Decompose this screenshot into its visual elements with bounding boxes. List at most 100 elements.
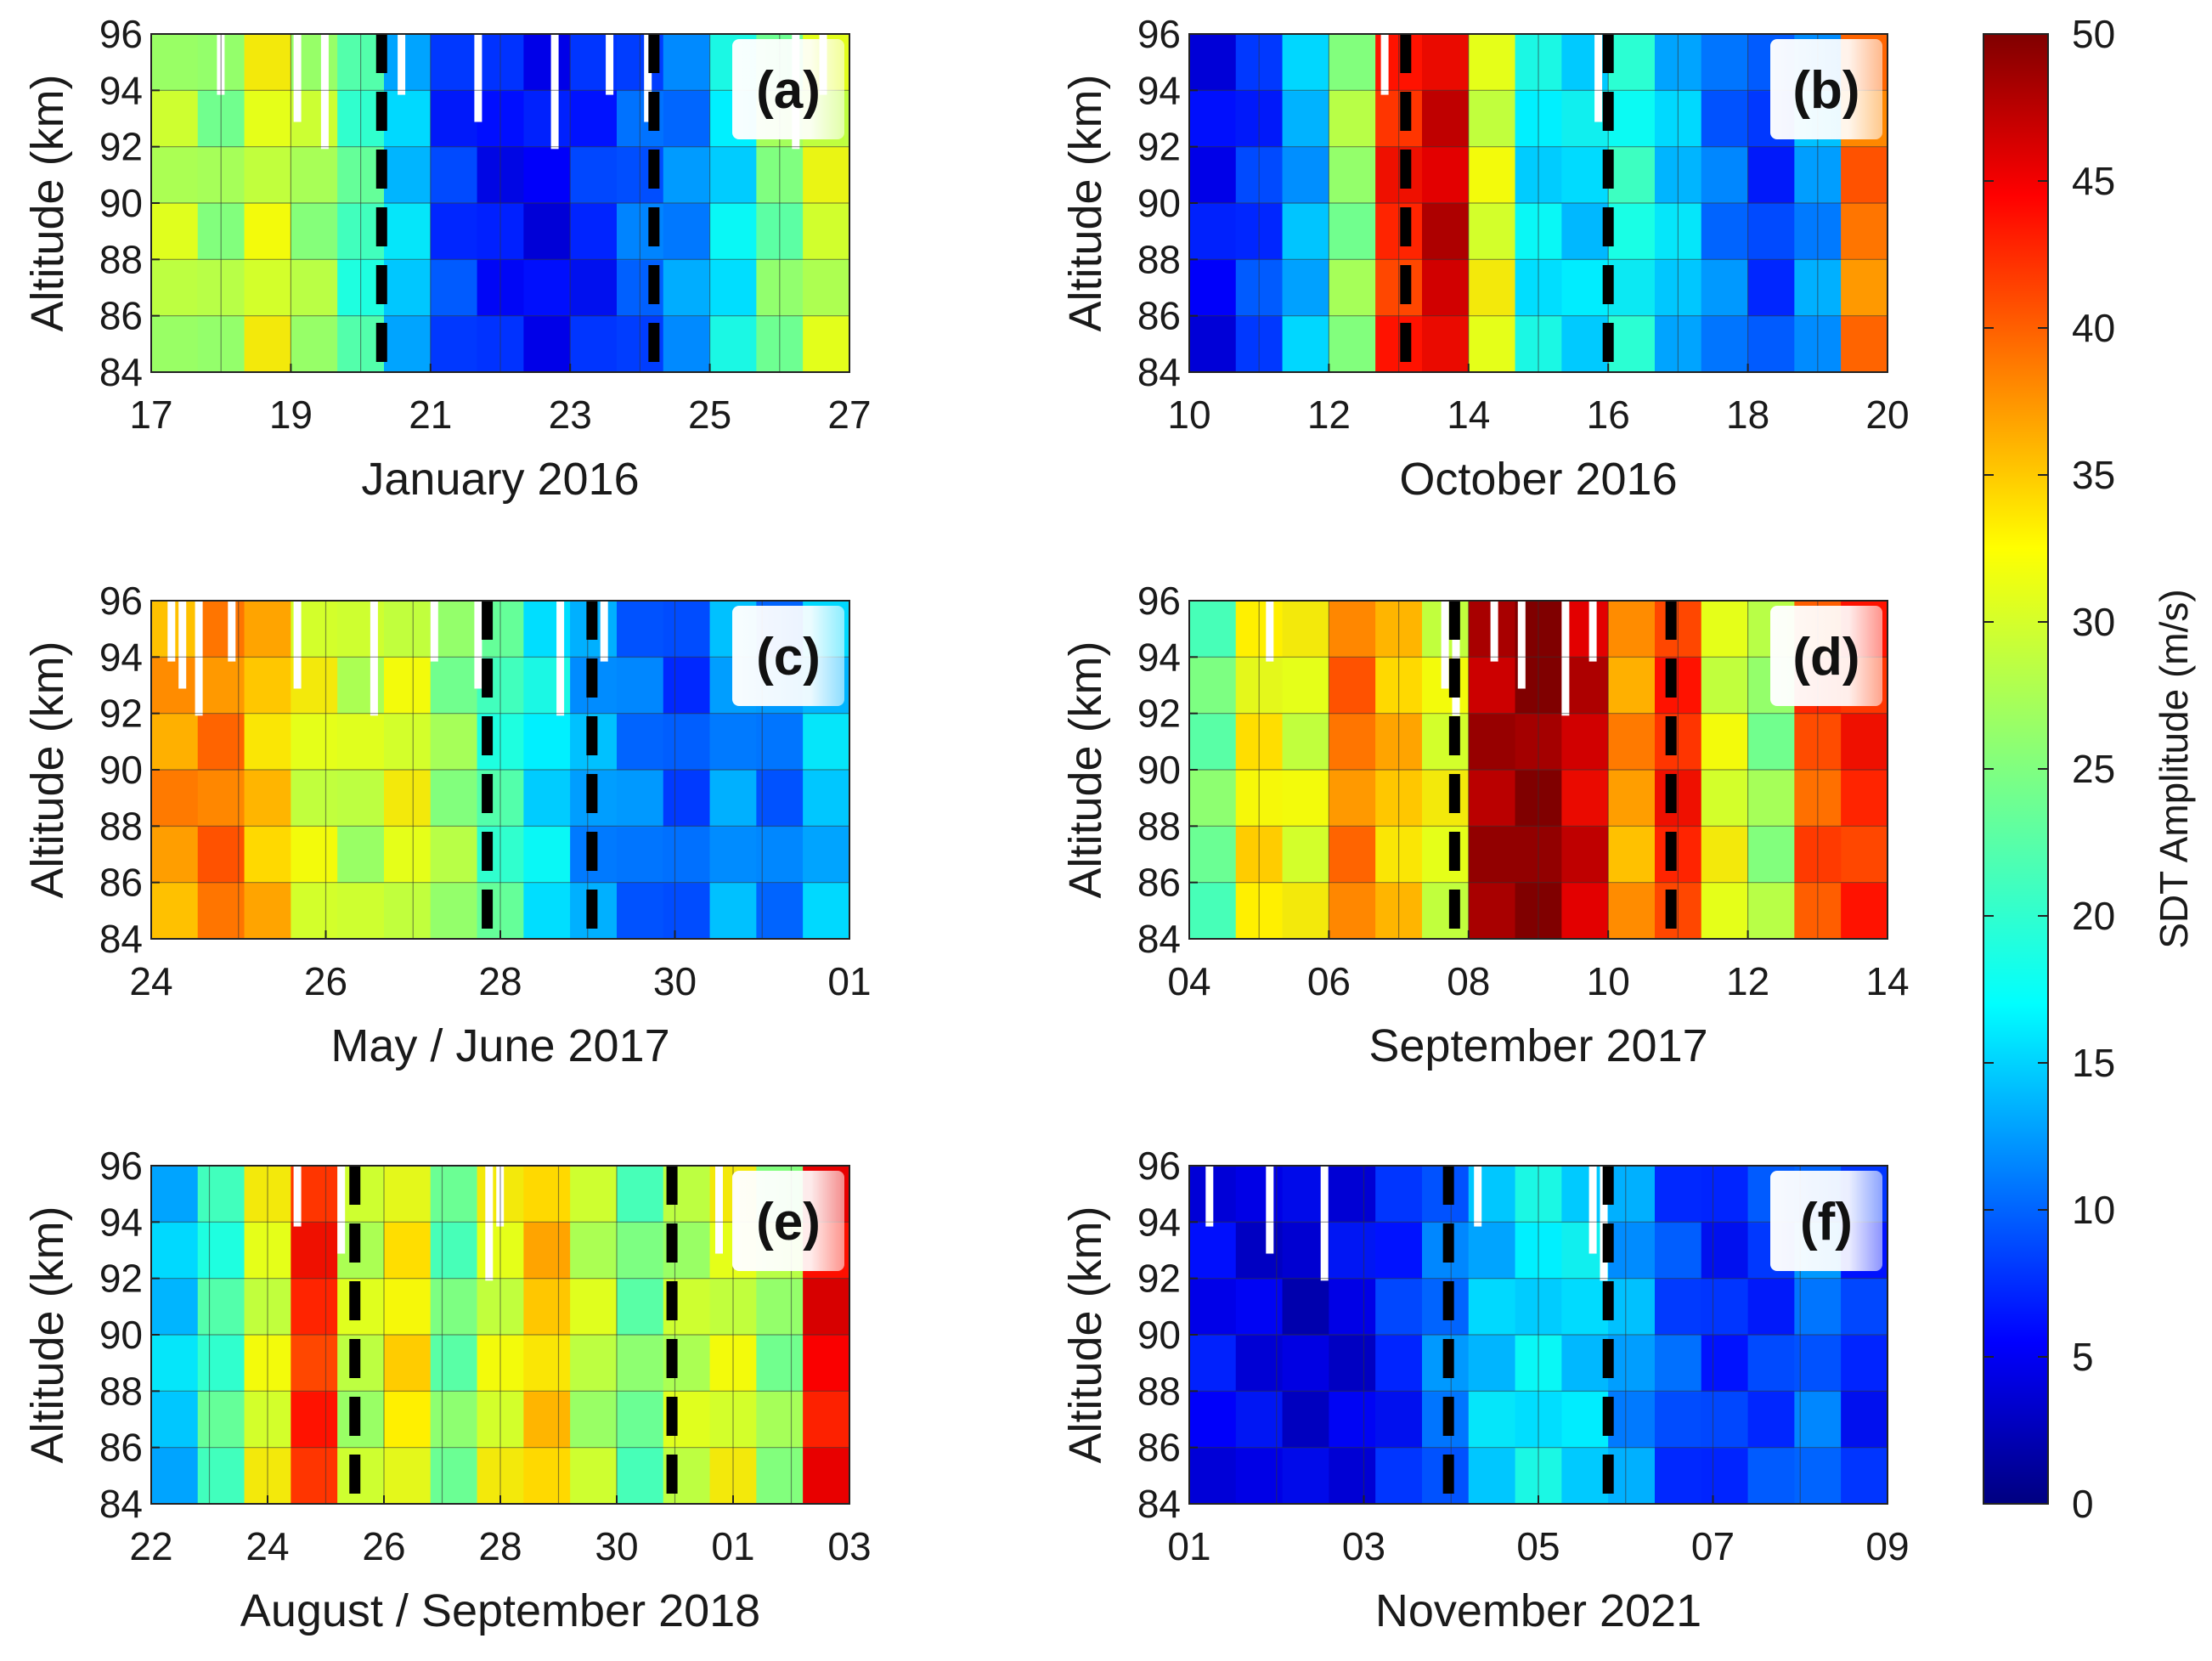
heatmap-cell — [523, 770, 572, 828]
heatmap-cell — [1655, 1222, 1702, 1280]
heatmap-cell — [1561, 882, 1610, 940]
heatmap-cell — [1282, 203, 1330, 261]
heatmap-cell — [1841, 1447, 1888, 1505]
heatmap-cell — [1189, 1335, 1237, 1393]
x-tick-label: 10 — [1587, 959, 1630, 1003]
missing-data-gap — [556, 601, 565, 716]
heatmap-cell — [244, 826, 292, 884]
y-tick-label: 92 — [99, 692, 143, 736]
heatmap-cell — [1329, 657, 1377, 715]
heatmap-cell — [1282, 713, 1330, 771]
y-tick-label: 96 — [99, 12, 143, 56]
heatmap-cell — [1189, 826, 1237, 884]
heatmap-cell — [151, 1447, 199, 1505]
heatmap-cell — [430, 713, 478, 771]
heatmap-cell — [337, 770, 385, 828]
missing-data-gap — [485, 1166, 494, 1281]
heatmap-cell — [1235, 1335, 1284, 1393]
heatmap-cell — [430, 882, 478, 940]
y-tick-label: 96 — [99, 579, 143, 623]
heatmap-cell — [523, 203, 572, 261]
missing-data-gap — [1594, 34, 1603, 122]
y-tick-label: 92 — [1137, 1257, 1181, 1301]
heatmap-cell — [756, 826, 804, 884]
heatmap-cell — [291, 1222, 339, 1280]
heatmap-cell — [430, 770, 478, 828]
y-tick-label: 88 — [1137, 1369, 1181, 1413]
heatmap-cell — [1422, 770, 1470, 828]
heatmap-cell — [1701, 882, 1749, 940]
y-tick-label: 94 — [1137, 68, 1181, 112]
y-tick-label: 84 — [99, 917, 143, 961]
heatmap-cell — [1235, 1391, 1284, 1449]
heatmap-cell — [197, 826, 245, 884]
x-tick-label: 17 — [129, 393, 172, 437]
heatmap-cell — [1794, 1278, 1842, 1336]
colorbar-tick-label: 20 — [2072, 894, 2115, 938]
heatmap-cell — [1282, 90, 1330, 148]
y-tick-label: 92 — [1137, 692, 1181, 736]
heatmap-cell — [663, 826, 711, 884]
heatmap-cell — [384, 1166, 432, 1223]
y-tick-label: 96 — [1137, 1144, 1181, 1188]
heatmap-cell — [430, 601, 478, 658]
heatmap-cell — [1282, 1335, 1330, 1393]
heatmap-cell — [803, 1335, 850, 1393]
colorbar-tick-label: 40 — [2072, 306, 2115, 350]
heatmap-cell — [709, 826, 758, 884]
heatmap-cell — [1329, 601, 1377, 658]
heatmap-cell — [1375, 1335, 1423, 1393]
heatmap-cell — [663, 203, 711, 261]
missing-data-gap — [715, 1166, 723, 1254]
heatmap-cell — [1329, 34, 1377, 92]
heatmap-cell — [1608, 1447, 1656, 1505]
x-tick-label: 16 — [1587, 393, 1630, 437]
heatmap-cell — [1235, 1447, 1284, 1505]
heatmap-cell — [151, 34, 199, 92]
heatmap-cell — [1189, 315, 1237, 373]
missing-data-gap — [1441, 601, 1449, 689]
heatmap-cell — [1747, 882, 1796, 940]
heatmap-cell — [523, 713, 572, 771]
heatmap-cell — [1841, 315, 1888, 373]
heatmap-cell — [523, 826, 572, 884]
y-tick-label: 84 — [1137, 350, 1181, 394]
heatmap-cell — [384, 1391, 432, 1449]
heatmap-cell — [1561, 146, 1610, 204]
heatmap-cell — [663, 601, 711, 658]
heatmap-cell — [1841, 1391, 1888, 1449]
heatmap-cell — [337, 882, 385, 940]
heatmap-cell — [291, 315, 339, 373]
y-tick-label: 92 — [99, 125, 143, 169]
heatmap-cell — [291, 770, 339, 828]
heatmap-cell — [1794, 1391, 1842, 1449]
heatmap-cell — [384, 770, 432, 828]
heatmap-cell — [430, 1278, 478, 1336]
heatmap-cell — [617, 882, 664, 940]
heatmap-cell — [197, 1335, 245, 1393]
panel-f: 84 86 88 90 92 94 96 01 03 05 07 09 November 2021 Alt… — [1060, 1144, 1910, 1636]
missing-data-gap — [293, 34, 302, 122]
heatmap-cell — [384, 146, 432, 204]
heatmap-cell — [1468, 1335, 1516, 1393]
heatmap-cell — [617, 826, 664, 884]
heatmap-cell — [1468, 1278, 1516, 1336]
heatmap-cell — [1701, 770, 1749, 828]
heatmap-cell — [384, 1447, 432, 1505]
heatmap-cell — [523, 1447, 572, 1505]
x-tick-label: 27 — [827, 393, 871, 437]
heatmap-cell — [1747, 1278, 1796, 1336]
heatmap-cell — [197, 1447, 245, 1505]
x-tick-label: 24 — [129, 959, 172, 1003]
heatmap-cell — [1189, 770, 1237, 828]
heatmap-cell — [291, 713, 339, 771]
heatmap-cell — [1375, 1278, 1423, 1336]
y-tick-label: 88 — [1137, 804, 1181, 848]
heatmap-cell — [197, 882, 245, 940]
heatmap-cell — [756, 1278, 804, 1336]
x-tick-label: 01 — [1167, 1524, 1210, 1568]
heatmap-cell — [337, 713, 385, 771]
heatmap-cell — [523, 34, 572, 92]
heatmap-cell — [1794, 1447, 1842, 1505]
heatmap-cell — [151, 146, 199, 204]
